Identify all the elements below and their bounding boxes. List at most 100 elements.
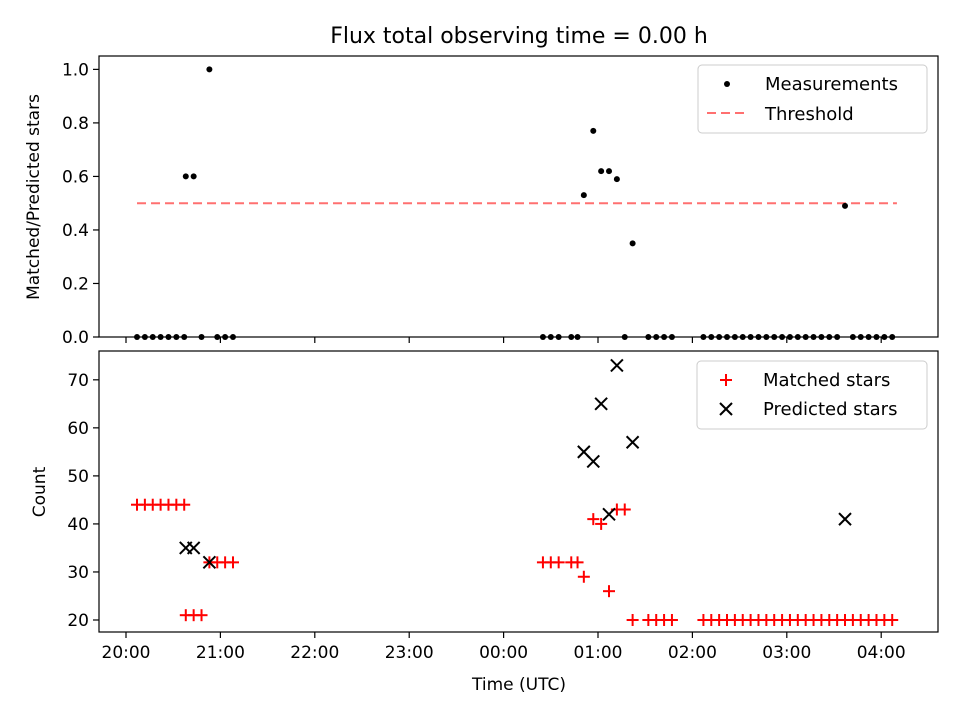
x-tick-label: 00:00 [479,643,528,663]
legend-measurements-marker [724,81,730,87]
matched-star-point [587,513,600,526]
predicted-star-point [625,435,640,449]
predicted-star-point [586,454,600,469]
legend-predicted-label: Predicted stars [763,399,897,420]
matched-star-point [577,570,590,583]
measurement-point [645,334,652,340]
measurement-point [165,334,172,340]
x-axis-label: Time (UTC) [471,675,566,695]
measurement-point [834,334,841,340]
measurement-point [818,334,825,340]
measurement-point [580,192,587,199]
top-y-tick-label: 0.2 [62,274,89,294]
measurement-point [606,168,613,175]
legend-matched-marker [720,374,732,386]
measurement-point [181,334,188,340]
measurement-point [857,334,864,340]
measurement-point [590,127,597,134]
legend-threshold-label: Threshold [764,104,854,125]
top-legend: Measurements Threshold [697,64,928,134]
measurement-point [763,334,770,340]
measurement-point [539,334,546,340]
chart-title: Flux total observing time = 0.00 h [330,24,708,49]
measurement-point [182,173,189,180]
bottom-x-ticks: 20:00 21:00 22:00 23:00 00:00 01:00 02:00 03:00… [102,632,906,663]
measurement-point [214,334,221,340]
top-y-tick-label: 0.6 [62,167,89,187]
measurement-point [198,334,205,340]
measurement-point [598,168,605,175]
predicted-star-point [602,507,616,522]
measurement-point [613,176,620,183]
bottom-y-tick-label: 50 [67,467,89,487]
measurement-point [568,334,575,340]
top-x-ticks [125,337,882,343]
bottom-y-tick-label: 20 [67,611,89,631]
x-tick-label: 01:00 [574,643,623,663]
measurement-point [621,334,628,340]
top-y-ticks: 0.0 0.2 0.4 0.6 0.8 1.0 [62,60,99,348]
x-tick-label: 03:00 [762,643,811,663]
top-y-tick-label: 0.4 [62,221,89,241]
predicted-star-point-b [202,555,217,570]
measurement-point [555,334,562,340]
measurement-point [629,240,636,247]
measurement-point [661,334,668,340]
matched-star-point [226,556,239,569]
measurement-point [547,334,554,340]
top-panel-frame [98,55,939,338]
bottom-panel-frame [98,350,939,633]
x-tick-label: 20:00 [102,643,151,663]
matched-star-point [618,503,631,516]
matched-star-point [195,609,208,622]
measurement-point [826,334,833,340]
predicted-star-point-b [602,507,616,522]
matched-star-point [603,585,616,598]
measurement-point [873,334,880,340]
measurement-point [716,334,723,340]
measurement-point [190,173,197,180]
measurement-point [802,334,809,340]
measurement-point [786,334,793,340]
measurement-point [149,334,156,340]
measurement-point [881,334,888,340]
measurement-point [700,334,707,340]
measurement-point [842,202,849,209]
predicted-star-point-b [838,512,852,526]
predicted-star-point-b [625,435,640,449]
measurement-point [206,66,213,73]
top-y-axis-label: Matched/Predicted stars [24,94,44,300]
measurement-point [134,334,141,340]
predicted-star-point [594,397,608,411]
predicted-star-point [186,541,201,555]
bottom-legend: Matched stars Predicted stars [696,360,928,430]
measurement-point [889,334,896,340]
bottom-y-tick-label: 40 [67,515,89,535]
measurement-point [229,334,236,340]
measurement-point [849,334,856,340]
legend-matched-label: Matched stars [763,370,890,391]
top-y-tick-label: 0.0 [62,328,89,348]
measurement-point [755,334,762,340]
measurement-point [771,334,778,340]
predicted-star-point-b [610,358,624,373]
bottom-panel: 20 30 40 50 60 70 20:00 21:00 22:00 23:00 00:00 01… [30,350,939,695]
predicted-star-point [610,358,624,373]
x-tick-label: 04:00 [857,643,906,663]
measurement-point [222,334,229,340]
bottom-y-tick-label: 30 [67,563,89,583]
x-tick-label: 23:00 [385,643,434,663]
measurement-point [865,334,872,340]
measurement-point [574,334,581,340]
matched-star-point [552,556,565,569]
top-legend-box [697,64,928,134]
predicted-star-point [838,512,852,526]
legend-measurements-label: Measurements [765,74,898,95]
measurement-point [779,334,786,340]
legend-x-glyph [719,402,733,416]
measurement-point [731,334,738,340]
measurement-point [724,334,731,340]
matched-star-point [571,556,584,569]
bottom-legend-box [696,360,928,430]
